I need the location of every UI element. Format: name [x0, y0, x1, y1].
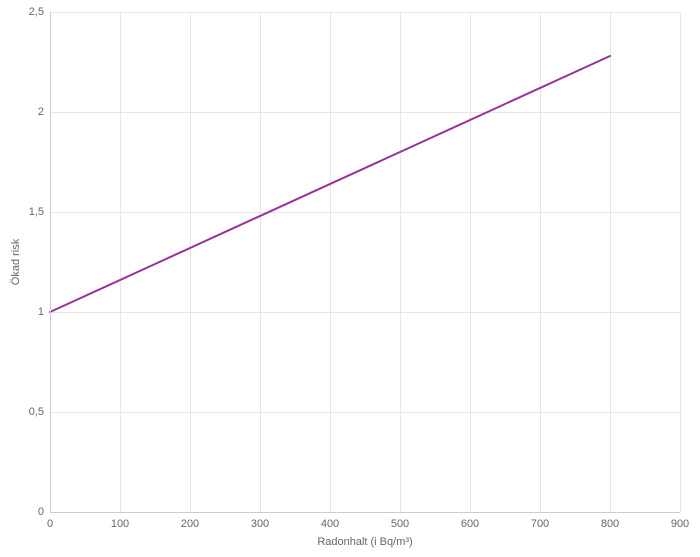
risk-line — [50, 56, 610, 312]
y-tick-label: 2,5 — [29, 6, 44, 18]
axis-bottom-border — [50, 512, 680, 513]
x-tick-label: 300 — [251, 518, 269, 530]
gridline-vertical — [680, 12, 681, 512]
y-tick-label: 1,5 — [29, 206, 44, 218]
y-tick-label: 1 — [38, 306, 44, 318]
x-tick-label: 600 — [461, 518, 479, 530]
x-tick-label: 0 — [47, 518, 53, 530]
x-tick-label: 700 — [531, 518, 549, 530]
plot-area — [50, 12, 680, 512]
line-layer — [50, 12, 680, 512]
chart-container: 0 100 200 300 400 500 600 700 800 900 0 0,5 1 1,5 2 2,… — [0, 0, 700, 557]
y-axis-title: Ökad risk — [10, 239, 22, 285]
y-tick-label: 0 — [38, 506, 44, 518]
x-tick-label: 200 — [181, 518, 199, 530]
x-tick-label: 100 — [111, 518, 129, 530]
x-tick-label: 800 — [601, 518, 619, 530]
y-tick-label: 0,5 — [29, 406, 44, 418]
x-tick-label: 400 — [321, 518, 339, 530]
axis-left-border — [50, 12, 51, 512]
x-tick-label: 900 — [671, 518, 689, 530]
x-axis-title: Radonhalt (i Bq/m³) — [317, 536, 412, 548]
y-tick-label: 2 — [38, 106, 44, 118]
x-tick-label: 500 — [391, 518, 409, 530]
